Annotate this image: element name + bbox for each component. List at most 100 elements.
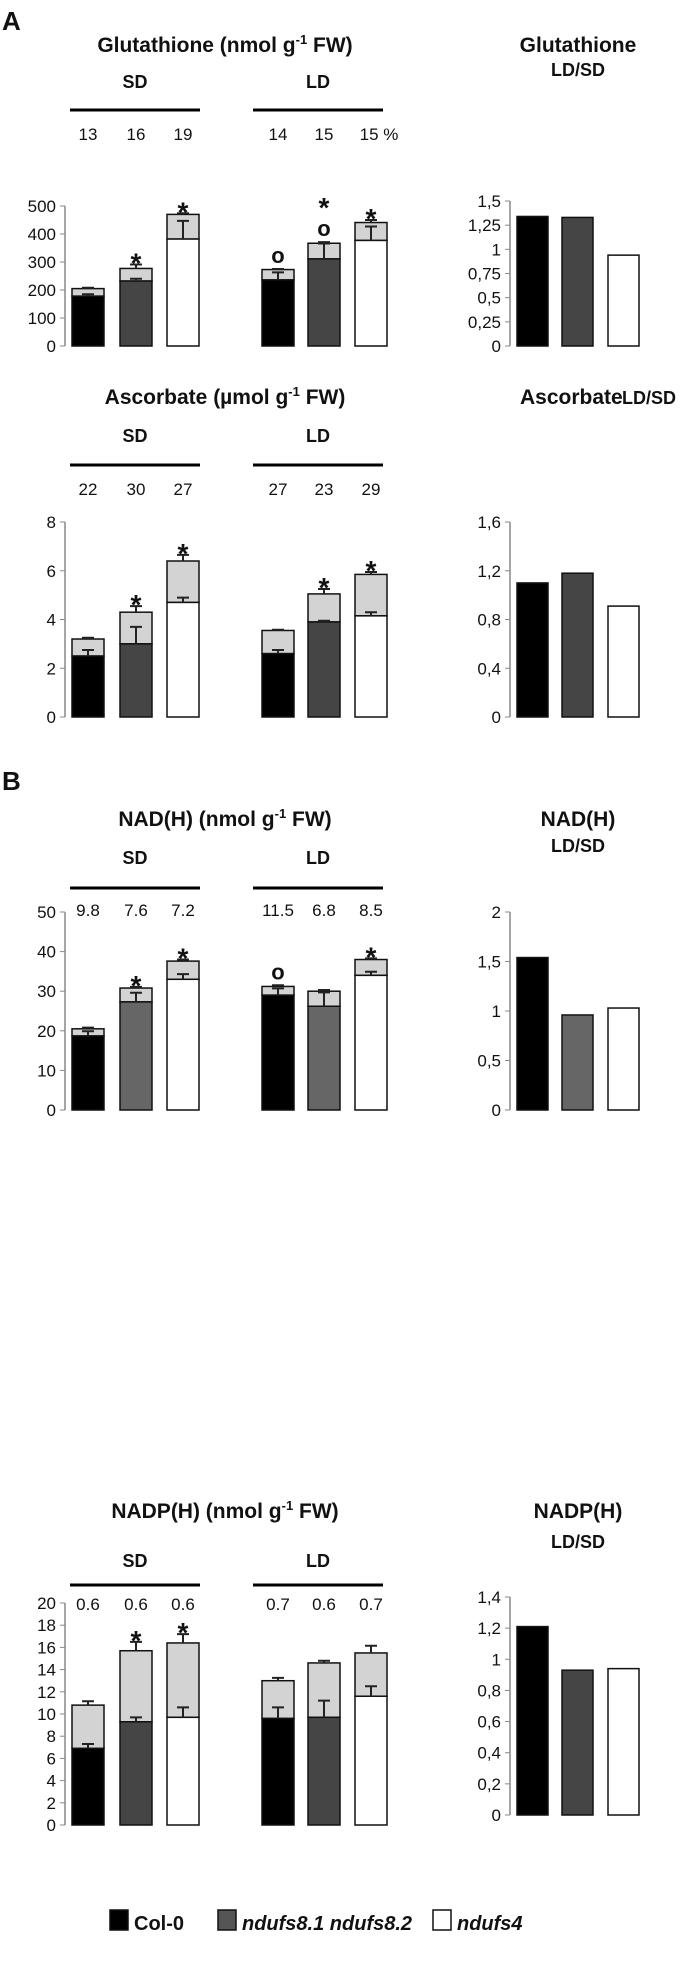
bar-total-segment <box>307 593 341 623</box>
group-annotation: 27 <box>269 480 288 499</box>
error-bar <box>365 225 377 241</box>
group-annotation: 15 % <box>360 125 399 144</box>
error-bar <box>177 958 189 962</box>
y-tick-label: 0 <box>47 1101 56 1120</box>
significance-asterisk: * <box>178 196 189 227</box>
significance-asterisk: * <box>131 1625 142 1656</box>
chart-title-sup: -1 <box>288 384 300 399</box>
y-tick-label: 6 <box>47 1749 56 1768</box>
error-bar <box>130 263 142 269</box>
error-bar <box>130 1640 142 1651</box>
ratio-y-tick-label: 1,25 <box>468 216 501 235</box>
ratio-subtitle: LD/SD <box>551 1532 605 1552</box>
group-annotation: 6.8 <box>312 901 336 920</box>
ratio-y-tick-label: 1,2 <box>477 1619 501 1638</box>
chart-title-end: FW) <box>293 1500 338 1523</box>
chart-title-end: FW) <box>286 808 331 831</box>
group-label-SD: SD <box>122 1551 147 1571</box>
error-bar <box>130 1716 142 1722</box>
bar-total-segment <box>166 560 200 604</box>
y-tick-label: 0 <box>47 708 56 727</box>
error-bar <box>82 1030 94 1036</box>
group-annotation: 16 <box>127 125 146 144</box>
legend-label: Col-0 <box>134 1913 184 1935</box>
significance-circle: o <box>317 216 330 241</box>
y-tick-label: 4 <box>47 1772 56 1791</box>
ratio-y-tick-label: 0 <box>492 1806 501 1825</box>
ratio-bar <box>561 1669 594 1816</box>
bar-reduced-segment <box>354 239 388 347</box>
error-bar <box>177 973 189 980</box>
y-tick-label: 0 <box>47 337 56 356</box>
error-bar <box>318 619 330 622</box>
y-tick-label: 400 <box>28 225 56 244</box>
y-tick-label: 10 <box>37 1705 56 1724</box>
error-bar <box>177 553 189 561</box>
ratio-title: NADP(H) <box>534 1500 623 1523</box>
ratio-y-tick-label: 0,4 <box>477 1744 501 1763</box>
bar-reduced-segment <box>166 238 200 347</box>
group-annotation: 11.5 <box>262 901 294 920</box>
bar-reduced-segment <box>307 1005 341 1111</box>
bar-reduced-segment <box>307 1716 341 1826</box>
ratio-bar <box>516 582 549 718</box>
error-bar <box>272 984 284 987</box>
error-bar <box>318 588 330 594</box>
y-tick-label: 20 <box>37 1594 56 1613</box>
error-bar <box>82 286 94 289</box>
y-tick-label: 300 <box>28 253 56 272</box>
significance-circle: o <box>271 959 284 984</box>
ratio-y-tick-label: 0,6 <box>477 1713 501 1732</box>
ratio-y-tick-label: 1 <box>492 1650 501 1669</box>
group-annotation: 15 <box>315 125 334 144</box>
error-bar <box>365 957 377 960</box>
group-annotation: 8.5 <box>359 901 383 920</box>
significance-asterisk: * <box>366 941 377 972</box>
y-tick-label: 500 <box>28 197 56 216</box>
group-annotation: 7.6 <box>124 901 148 920</box>
ratio-subtitle: LD/SD <box>551 836 605 856</box>
ratio-title: Glutathione <box>520 34 637 57</box>
chart-title-main: NAD(H) (nmol g <box>118 808 274 831</box>
significance-asterisk: * <box>178 1617 189 1648</box>
bar-reduced-segment <box>261 994 295 1111</box>
chart-title-sup: -1 <box>282 1498 294 1513</box>
ratio-bar <box>607 1007 640 1111</box>
y-tick-label: 20 <box>37 1022 56 1041</box>
chart-1: Ascorbate (µmol g-1 FW) SD 22 30 27 LD 27 23 29 0… <box>47 384 676 727</box>
y-tick-label: 12 <box>37 1683 56 1702</box>
error-bar <box>272 271 284 280</box>
bar-total-segment <box>119 1649 153 1723</box>
group-annotation: 0.6 <box>124 1595 148 1614</box>
error-bar <box>318 1699 330 1718</box>
bar-reduced-segment <box>119 1001 153 1111</box>
y-tick-label: 18 <box>37 1616 56 1635</box>
chart-title: NADP(H) (nmol g-1 FW) <box>111 1498 338 1523</box>
error-bar <box>82 1026 94 1029</box>
ratio-title: NAD(H) <box>541 808 616 831</box>
bar-reduced-segment <box>71 1747 105 1826</box>
error-bar <box>272 1676 284 1681</box>
ratio-y-tick-label: 1,4 <box>477 1588 501 1607</box>
group-label-LD: LD <box>306 1551 330 1571</box>
error-bar <box>177 1706 189 1718</box>
y-tick-label: 2 <box>47 1794 56 1813</box>
ratio-chart-0: Glutathione LD/SD 0 0,25 0,5 0,75 1 1,25 1,5 <box>468 34 640 356</box>
panel-label-b: B <box>2 766 21 796</box>
ratio-bar <box>516 956 549 1111</box>
group-annotation: 7.2 <box>171 901 195 920</box>
chart-title-end: FW) <box>307 34 352 57</box>
y-tick-label: 16 <box>37 1638 56 1657</box>
ratio-bar <box>607 605 640 718</box>
significance-asterisk: * <box>131 589 142 620</box>
bar-reduced-segment <box>119 1721 153 1826</box>
error-bar <box>365 219 377 223</box>
error-bar <box>130 605 142 613</box>
ratio-y-tick-label: 1,5 <box>477 953 501 972</box>
ratio-y-tick-label: 1,6 <box>477 513 501 532</box>
bar-reduced-segment <box>71 1035 105 1111</box>
group-annotation: 0.7 <box>266 1595 290 1614</box>
bar-total-segment <box>166 1642 200 1719</box>
ratio-y-tick-label: 0,5 <box>477 289 501 308</box>
ratio-y-tick-label: 0,75 <box>468 265 501 284</box>
